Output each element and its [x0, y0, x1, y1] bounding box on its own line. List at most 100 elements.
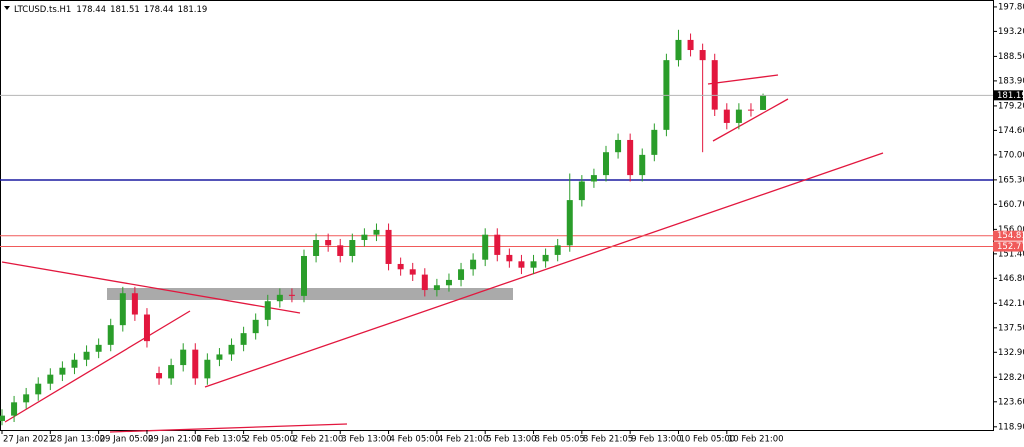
y-tick-label: 128.20	[998, 373, 1024, 383]
candle-body	[554, 245, 561, 255]
x-tick-label: 29 Jan 05:00	[100, 435, 154, 445]
x-tick-label: 1 Feb 13:05	[196, 435, 246, 445]
candle-body	[651, 129, 658, 155]
x-tick-label: 4 Feb 05:00	[390, 435, 440, 445]
candle-body	[204, 359, 211, 379]
candle-body	[530, 261, 537, 268]
candle-body	[470, 259, 477, 270]
candle-body	[47, 374, 54, 384]
low: 178.44	[144, 5, 174, 15]
candle-body	[518, 261, 525, 268]
candle-body	[95, 344, 102, 352]
candle-body	[385, 229, 392, 264]
candle-body	[0, 415, 5, 421]
level-label: 152.77	[997, 242, 1024, 252]
candle-body	[590, 175, 597, 182]
candle-body	[313, 240, 320, 256]
candle-body	[325, 240, 332, 246]
y-tick-label: 156.00	[998, 225, 1024, 235]
candle-body	[59, 367, 66, 375]
candle-body	[168, 365, 175, 379]
candle-body	[578, 181, 585, 201]
candle-body	[71, 359, 78, 368]
trendline	[204, 152, 884, 388]
y-tick-label: 179.20	[998, 101, 1024, 111]
menu-icon[interactable]	[4, 6, 10, 10]
candle-body	[747, 109, 754, 111]
x-tick-label: 10 Feb 21:00	[728, 435, 784, 445]
candle-body	[252, 319, 259, 334]
candle-body	[35, 383, 42, 395]
candle-body	[409, 269, 416, 275]
candle-body	[639, 154, 646, 176]
plot-frame	[0, 0, 994, 431]
x-tick-label: 10 Feb 05:00	[679, 435, 735, 445]
candle-body	[301, 255, 307, 296]
bid-label: 181.19	[997, 91, 1024, 101]
candle-body	[675, 39, 682, 61]
candle-body	[494, 234, 501, 255]
y-tick-label: 137.50	[998, 323, 1024, 333]
trendline	[109, 423, 348, 433]
x-tick-label: 5 Feb 13:00	[486, 435, 536, 445]
y-tick-label: 165.30	[998, 175, 1024, 185]
candle-body	[288, 294, 295, 296]
candle-body	[373, 229, 380, 235]
candle-body	[349, 240, 356, 256]
trendline	[707, 74, 779, 85]
candle-body	[458, 269, 465, 280]
candle-body	[711, 60, 718, 110]
trendline	[712, 98, 789, 142]
level-label-box	[993, 241, 1023, 252]
x-tick-label: 27 Jan 2021	[3, 435, 54, 445]
x-tick-label: 4 Feb 21:00	[438, 435, 488, 445]
candle-body	[23, 394, 30, 403]
candle-body	[143, 314, 150, 342]
bid-label-box	[993, 90, 1023, 101]
y-tick-label: 146.80	[998, 274, 1024, 284]
x-tick-label: 28 Jan 13:00	[51, 435, 105, 445]
candle-body	[119, 293, 126, 326]
candle-body	[445, 279, 452, 286]
candle-body	[735, 109, 742, 123]
y-tick-label: 170.00	[998, 150, 1024, 160]
trendlines	[1, 74, 884, 433]
header: LTCUSD.ts.H1 178.44 181.51 178.44 181.19	[14, 5, 207, 15]
y-tick-label: 118.90	[998, 422, 1024, 432]
candle-body	[240, 333, 247, 345]
y-tick-label: 174.60	[998, 126, 1024, 136]
open: 178.44	[76, 5, 106, 15]
candle-body	[603, 152, 609, 176]
trendline	[4, 310, 191, 423]
candle-body	[723, 109, 730, 123]
y-tick-label: 132.90	[998, 348, 1024, 358]
x-tick-label: 2 Feb 21:00	[293, 435, 343, 445]
candle-body	[83, 351, 90, 360]
candle-body	[421, 274, 428, 291]
candle-body	[192, 349, 199, 379]
y-tick-label: 183.90	[998, 76, 1024, 86]
candle-body	[506, 254, 513, 262]
candle-body	[687, 39, 694, 51]
candle-body	[156, 373, 163, 379]
candle-body	[216, 354, 223, 360]
level-label: 154.81	[997, 231, 1024, 241]
candle-body	[276, 294, 283, 302]
candle-body	[361, 234, 368, 241]
x-tick-label: 29 Jan 21:00	[148, 435, 202, 445]
y-tick-label: 142.10	[998, 299, 1024, 309]
candle-body	[627, 139, 634, 176]
close: 181.19	[178, 5, 208, 15]
high: 181.51	[110, 5, 140, 15]
level-label-box	[993, 230, 1023, 241]
candle-body	[566, 200, 573, 246]
candle-body	[11, 402, 18, 416]
y-tick-label: 123.60	[998, 397, 1024, 407]
y-tick-label: 197.80	[998, 2, 1024, 12]
x-tick-label: 3 Feb 13:00	[341, 435, 391, 445]
candle-body	[542, 254, 549, 262]
x-tick-label: 2 Feb 05:00	[245, 435, 295, 445]
candle-body	[699, 50, 706, 61]
